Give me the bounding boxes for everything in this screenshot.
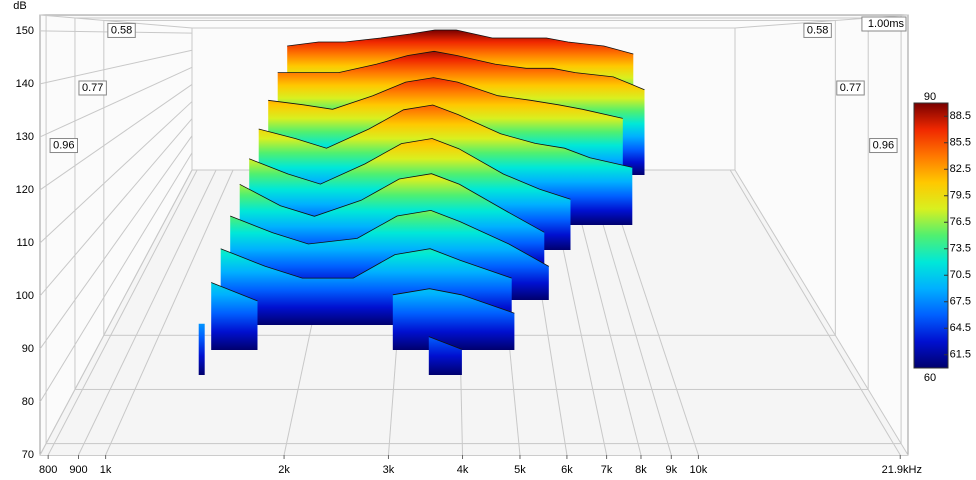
y-grid-line	[39, 101, 193, 244]
x-tick-label: 8k	[635, 464, 647, 476]
colorbar-tick-label: 76.5	[950, 216, 971, 228]
slice-line	[239, 173, 545, 233]
colorbar-tick-label: 88.5	[950, 110, 971, 122]
x-grid-line	[105, 169, 234, 456]
colorbar-tick-label: 70.5	[950, 269, 971, 281]
x-tick-label: 7k	[601, 464, 613, 476]
x-tick-label: 2k	[278, 464, 290, 476]
slice-line	[268, 77, 623, 119]
slice-line	[249, 138, 571, 200]
y-tick-label: 150	[16, 25, 34, 37]
z-tick-label: 0.58	[111, 24, 132, 36]
z-tick-bg	[107, 22, 136, 38]
y-grid-line	[39, 152, 193, 403]
y-grid-line	[39, 49, 193, 85]
z-tick-label: 0.77	[840, 82, 861, 94]
z-tick-box: 0.77	[78, 80, 107, 96]
z-tick-box: 0.58	[107, 22, 136, 38]
colorbar-tick-label: 67.5	[950, 296, 971, 308]
z-tick-label: 0.58	[807, 24, 828, 36]
x-tick-label: 800	[39, 464, 57, 476]
x-tick-label: 4k	[457, 464, 469, 476]
y-grid-line	[39, 135, 193, 350]
z-tick-box: 0.96	[869, 138, 898, 154]
slice-area	[211, 282, 515, 350]
z-tick-bg	[869, 138, 898, 154]
z-tick-bg	[78, 80, 107, 96]
x-grid-line	[729, 169, 901, 456]
x-tick-label: 900	[69, 464, 87, 476]
z-end-box: 1.00ms	[861, 16, 907, 32]
colorbar-tick-label: 85.5	[950, 137, 971, 149]
x-tick-label: 10k	[690, 464, 708, 476]
colorbar-min: 60	[924, 372, 936, 384]
colorbar-tick-label: 61.5	[950, 349, 971, 361]
y-tick-label: 140	[16, 78, 34, 90]
colorbar-tick-label: 64.5	[950, 322, 971, 334]
z-end-label: 1.00ms	[868, 18, 905, 30]
z-tick-box: 0.96	[49, 138, 79, 154]
slice-area	[198, 323, 462, 375]
z-tick-bg	[803, 22, 832, 38]
y-grid-line	[39, 84, 193, 191]
y-grid-line	[39, 118, 193, 297]
frame-edge	[734, 169, 909, 456]
slice-line	[230, 209, 549, 267]
slice-line	[277, 50, 645, 91]
z-end-bg	[861, 16, 907, 32]
y-tick-label: 80	[22, 396, 34, 408]
z-tick-label: 0.96	[873, 139, 894, 151]
z-tick-box: 0.77	[836, 80, 865, 96]
x-grid-line	[78, 169, 217, 456]
x-tick-label: 6k	[561, 464, 573, 476]
z-tick-bg	[836, 80, 865, 96]
z-tick-box: 0.58	[803, 22, 832, 38]
x-tick-label: 9k	[665, 464, 677, 476]
x-grid-line	[47, 169, 198, 456]
frame-edge	[39, 14, 193, 29]
z-grid-frame	[74, 17, 869, 390]
slice-line	[428, 336, 463, 350]
z-grid-frame	[45, 15, 902, 445]
x-tick-label: 3k	[383, 464, 395, 476]
z-tick-bg	[49, 138, 79, 154]
y-tick-label: 70	[22, 449, 34, 461]
y-tick-label: 100	[16, 290, 34, 302]
x-tick-label: 1k	[100, 464, 112, 476]
slice-line	[287, 29, 634, 55]
y-axis-label: dB	[13, 0, 26, 12]
colorbar-max: 90	[924, 91, 936, 103]
slice-line	[211, 282, 515, 314]
colorbar-tick-label: 82.5	[950, 163, 971, 175]
x-tick-label: 21.9kHz	[882, 464, 922, 476]
z-tick-label: 0.77	[82, 82, 103, 94]
slice-line	[258, 104, 633, 168]
colorbar-tick-label: 73.5	[950, 243, 971, 255]
y-grid-line	[39, 169, 193, 456]
z-tick-label: 0.96	[53, 139, 74, 151]
colorbar	[913, 102, 949, 369]
y-tick-label: 90	[22, 343, 34, 355]
x-tick-label: 5k	[514, 464, 526, 476]
slice-line	[220, 248, 512, 279]
colorbar-tick-label: 79.5	[950, 190, 971, 202]
y-tick-label: 120	[16, 184, 34, 196]
y-tick-label: 130	[16, 131, 34, 143]
y-grid-line	[39, 66, 193, 138]
y-tick-label: 110	[16, 237, 34, 249]
